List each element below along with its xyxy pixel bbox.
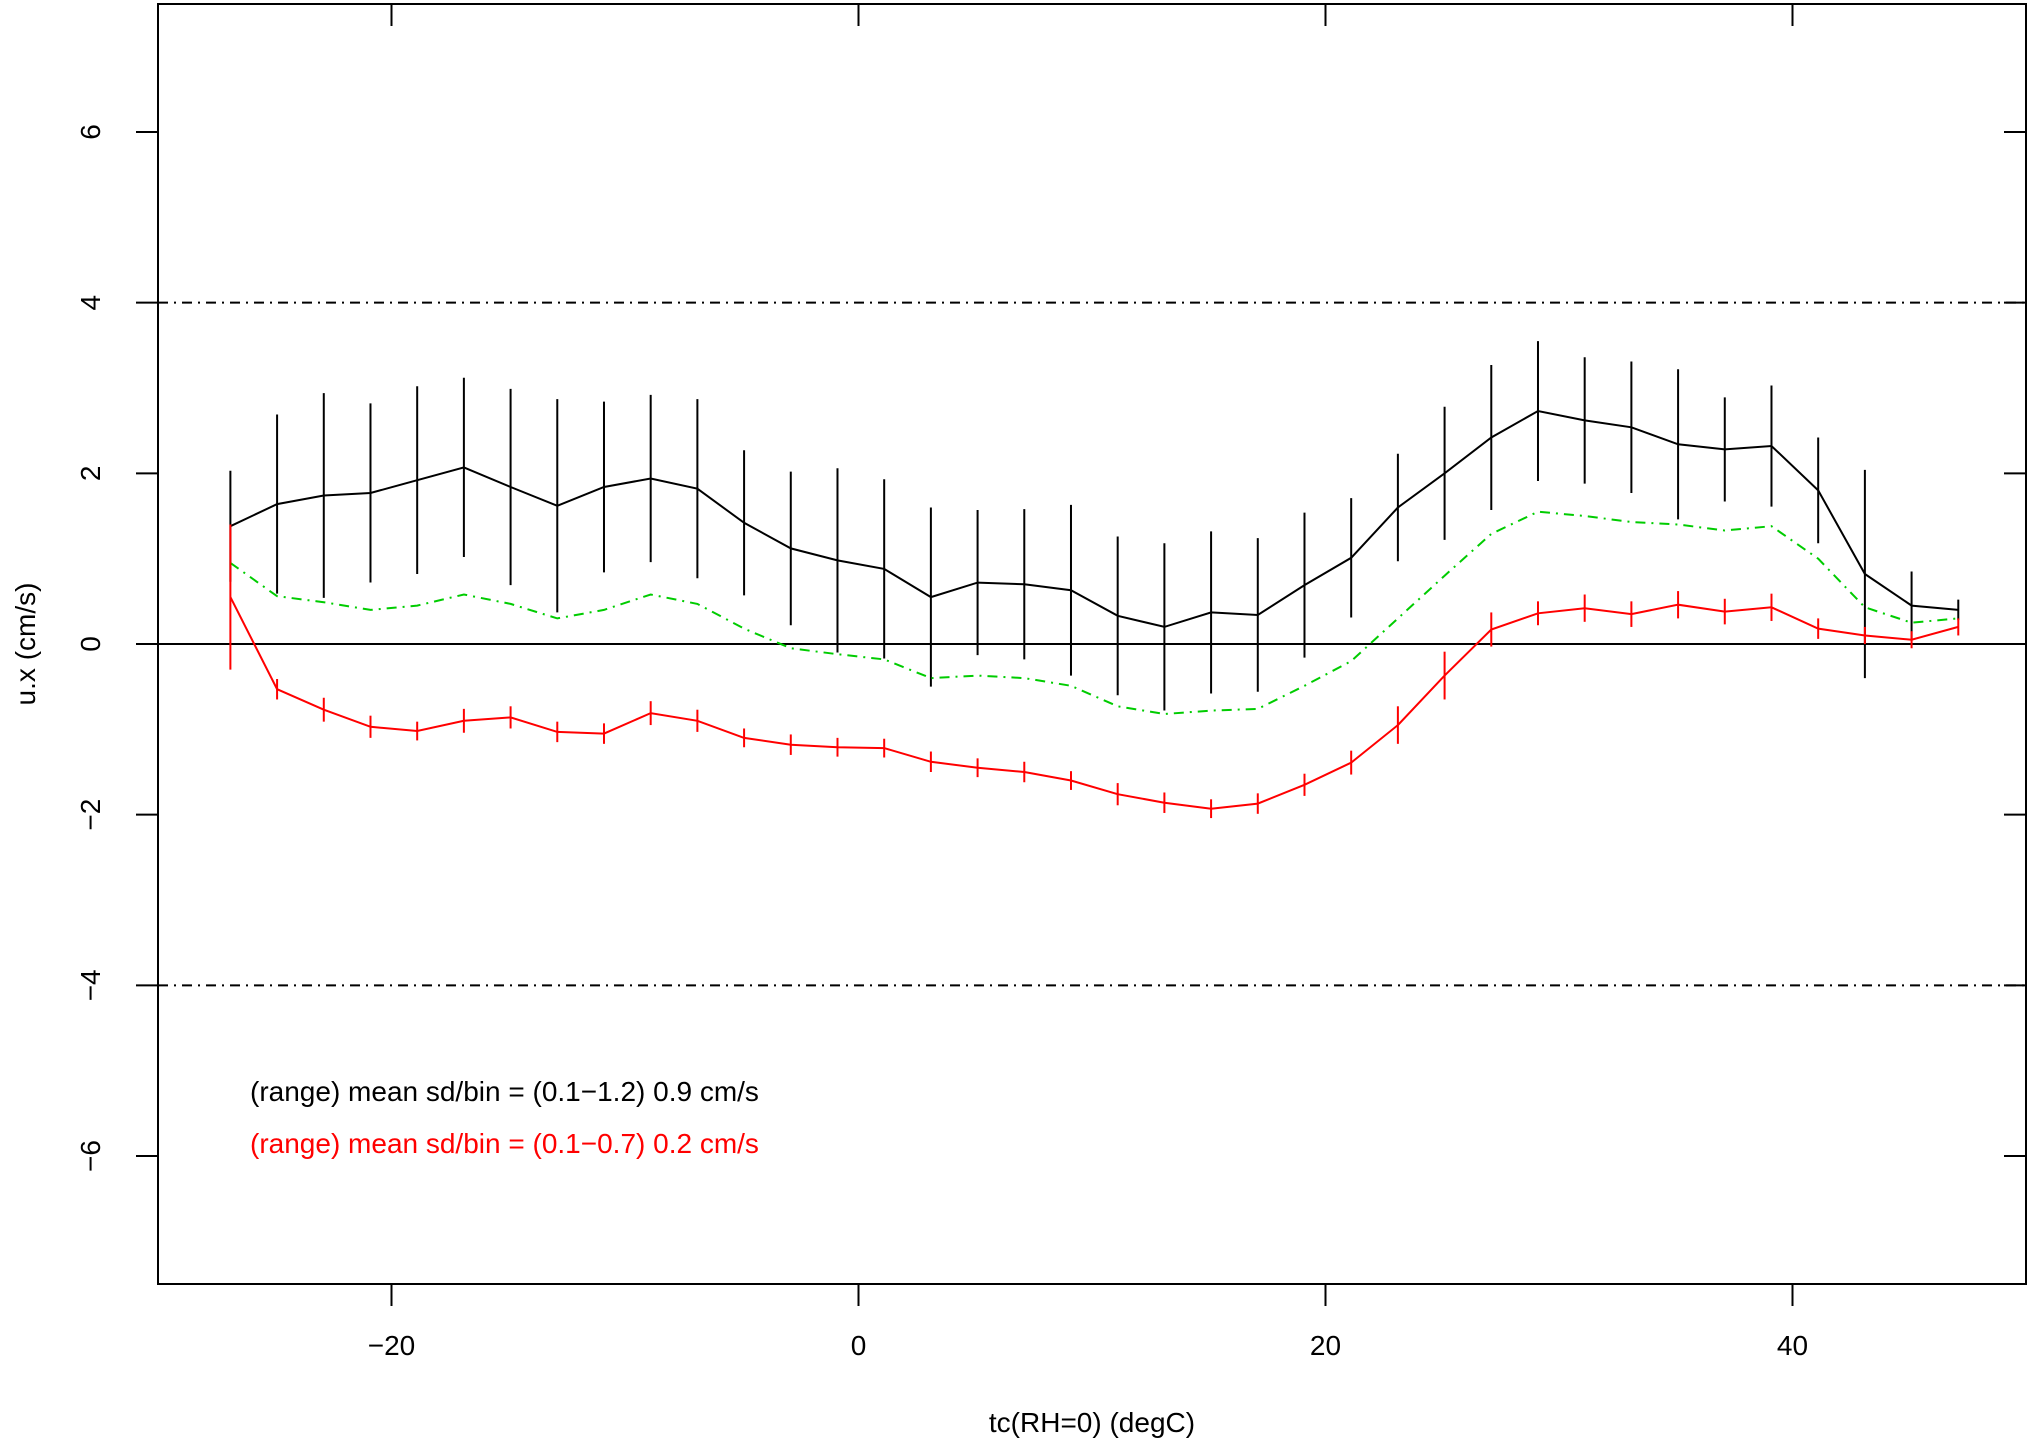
x-tick-label: 40: [1777, 1330, 1808, 1361]
y-tick-label: 4: [75, 295, 106, 311]
y-axis-label: u.x (cm/s): [10, 583, 41, 706]
y-tick-label: 2: [75, 466, 106, 482]
x-tick-label: 20: [1310, 1330, 1341, 1361]
y-tick-label: 6: [75, 124, 106, 140]
x-tick-label: 0: [851, 1330, 867, 1361]
y-tick-label: −4: [75, 969, 106, 1001]
y-tick-label: 0: [75, 636, 106, 652]
annotation-red: (range) mean sd/bin = (0.1−0.7) 0.2 cm/s: [250, 1128, 759, 1159]
reference-lines: [158, 301, 2026, 987]
x-tick-label: −20: [368, 1330, 416, 1361]
series-2: [229, 524, 1960, 819]
x-axis-label: tc(RH=0) (degC): [989, 1407, 1195, 1438]
y-tick-label: −6: [75, 1140, 106, 1172]
series-layer: [229, 341, 1960, 819]
y-tick-label: −2: [75, 799, 106, 831]
series-2-line: [229, 596, 1959, 810]
annotation-black: (range) mean sd/bin = (0.1−1.2) 0.9 cm/s: [250, 1076, 759, 1107]
series-0-line: [229, 409, 1959, 628]
